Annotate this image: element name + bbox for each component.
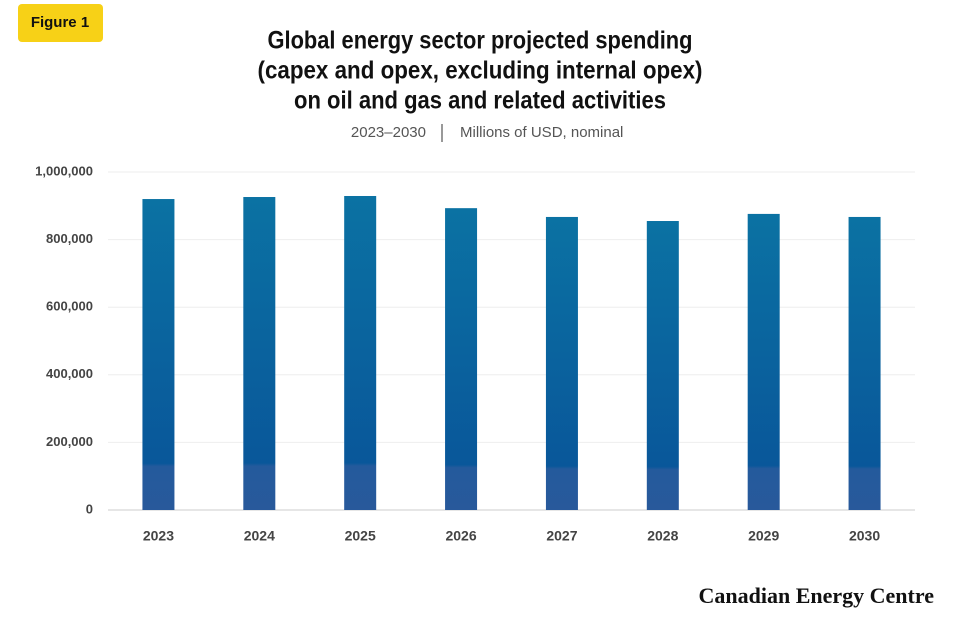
y-tick-label: 400,000	[46, 366, 93, 381]
subtitle: 2023–2030	[351, 124, 426, 141]
chart-title: (capex and opex, excluding internal opex…	[258, 57, 703, 85]
y-tick-label: 0	[86, 501, 93, 516]
bar	[545, 216, 578, 511]
bar	[747, 213, 780, 511]
y-tick-label: 200,000	[46, 434, 93, 449]
y-tick-label: 1,000,000	[35, 163, 93, 178]
badge-bg	[18, 4, 103, 42]
bar	[445, 208, 478, 510]
y-tick-label: 800,000	[46, 231, 93, 246]
chart-title: Global energy sector projected spending	[268, 27, 693, 55]
x-tick-label: 2026	[445, 528, 476, 544]
bar	[344, 195, 377, 511]
x-tick-label: 2028	[647, 528, 678, 544]
y-tick-label: 600,000	[46, 299, 93, 314]
x-tick-label: 2029	[748, 528, 779, 544]
chart-title: on oil and gas and related activities	[294, 87, 666, 115]
x-tick-label: 2023	[143, 528, 174, 544]
bar	[243, 197, 276, 510]
source: Canadian Energy Centre	[699, 583, 935, 608]
x-tick-label: 2025	[345, 528, 376, 544]
subtitle: Millions of USD, nominal	[460, 124, 623, 141]
bar	[848, 216, 881, 511]
bar	[646, 221, 679, 510]
x-tick-label: 2030	[849, 528, 880, 544]
x-tick-label: 2024	[244, 528, 275, 544]
bar	[142, 199, 175, 511]
badge: Figure 1	[31, 14, 89, 31]
x-tick-label: 2027	[546, 528, 577, 544]
